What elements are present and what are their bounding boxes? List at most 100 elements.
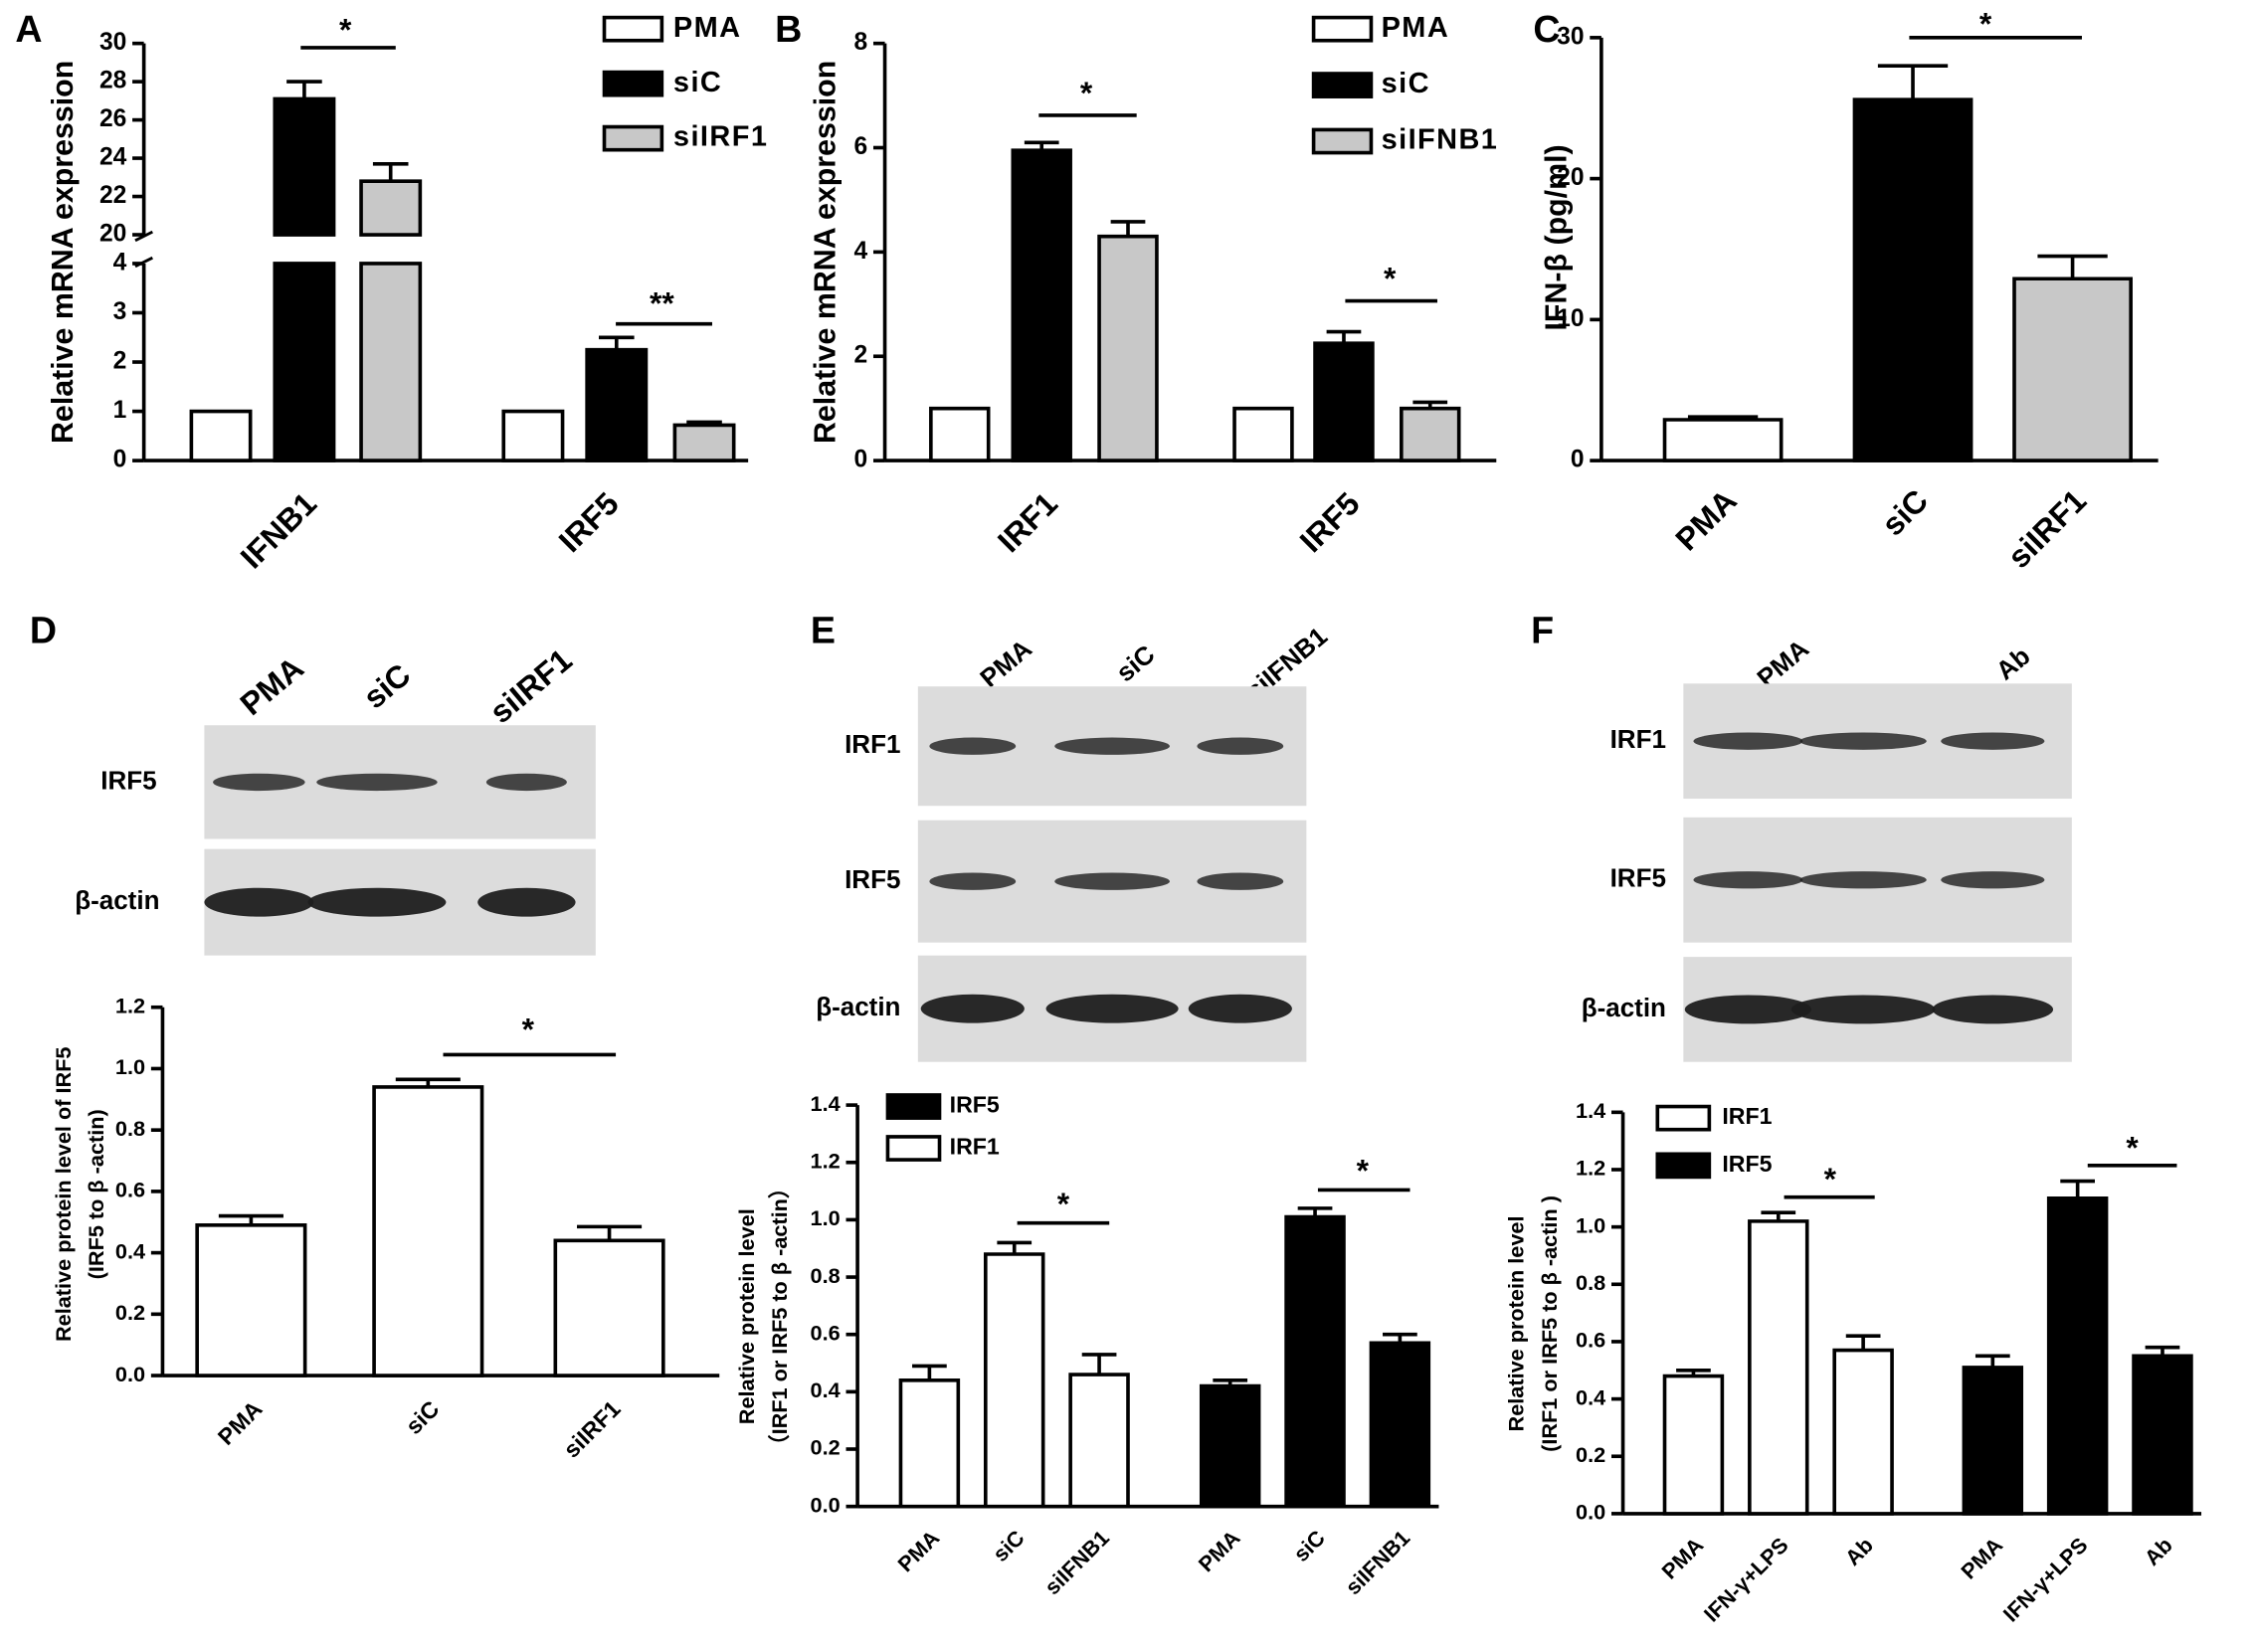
legend-swatch <box>1311 15 1374 43</box>
y-tick-label: 0.6 <box>115 1178 145 1202</box>
x-tick-label: siIRF1 <box>558 1395 626 1463</box>
bar <box>2046 1196 2109 1516</box>
panel-label: A <box>15 8 42 50</box>
error-bar <box>2037 254 2108 279</box>
bar <box>501 409 565 462</box>
error-bar <box>395 1077 461 1087</box>
row-label: β-actin <box>816 992 900 1021</box>
x-tick-label: siC <box>988 1525 1030 1566</box>
y-tick-label: 10 <box>1557 305 1584 332</box>
x-tick-label: PMA <box>1956 1533 2007 1584</box>
bar <box>359 179 423 462</box>
error-bar <box>577 1224 643 1241</box>
y-tick-label: 1.2 <box>1576 1156 1605 1181</box>
bar <box>929 406 991 462</box>
significance-label: * <box>1384 261 1397 296</box>
y-tick-label: 1.0 <box>115 1054 145 1079</box>
legend-label: IRF1 <box>1722 1103 1772 1129</box>
blot-band <box>920 994 1025 1023</box>
legend-swatch <box>885 1093 942 1120</box>
y-axis-label: Relative protein level of IRF5 <box>51 1047 76 1342</box>
bar <box>553 1238 665 1377</box>
significance-label: * <box>339 11 352 47</box>
bar <box>1232 406 1294 462</box>
y-tick-label: 0.2 <box>115 1300 145 1325</box>
legend-label: siC <box>1382 68 1430 99</box>
x-tick-label: PMA <box>1668 482 1743 557</box>
error-bar <box>912 1364 947 1380</box>
x-tick-label: Ab <box>2140 1533 2177 1570</box>
blot-band <box>477 887 576 917</box>
y-tick-label: 0.8 <box>811 1263 841 1288</box>
blot-band <box>929 737 1017 755</box>
lane-label: Ab <box>1990 641 2036 685</box>
bar <box>1662 1374 1725 1516</box>
x-tick-label: IRF1 <box>991 485 1064 559</box>
x-tick-label: IRF5 <box>552 485 626 559</box>
bar <box>898 1378 961 1509</box>
y-tick-label: 1.0 <box>811 1205 841 1230</box>
blot-band <box>1790 995 1936 1024</box>
row-label: IRF5 <box>100 765 156 795</box>
y-tick-label: 1.0 <box>1576 1212 1605 1237</box>
error-bar <box>1024 140 1059 151</box>
y-tick-label: 4 <box>854 238 868 265</box>
error-bar <box>1213 1378 1248 1386</box>
legend-swatch <box>1655 1104 1712 1132</box>
y-tick-label: 0.8 <box>115 1116 145 1141</box>
y-tick-label: 2 <box>854 342 868 369</box>
legend-swatch <box>602 124 664 152</box>
error-bar <box>1877 64 1949 100</box>
significance-label: * <box>1080 75 1093 110</box>
lane-label: PMA <box>234 649 310 722</box>
bar <box>1284 1214 1346 1509</box>
error-bar <box>1412 400 1448 409</box>
bar <box>1832 1348 1894 1516</box>
error-bar <box>1687 415 1759 420</box>
blot-band <box>204 887 314 917</box>
y-tick-label: 0.4 <box>811 1377 841 1402</box>
legend-swatch <box>885 1135 942 1162</box>
y-tick-label: 0.2 <box>1576 1442 1605 1467</box>
y-axis-label: Relative protein level <box>1504 1215 1529 1431</box>
significance-label: * <box>1057 1186 1070 1221</box>
bar <box>1011 148 1072 462</box>
bar <box>672 423 736 462</box>
bar <box>195 1223 307 1377</box>
blot-band <box>213 773 305 792</box>
x-tick-label: siIRF1 <box>2000 482 2093 575</box>
y-tick-label: 8 <box>854 29 868 56</box>
legend-label: IRF5 <box>950 1092 1000 1118</box>
blot-band <box>1054 737 1170 755</box>
y-tick-label: 1.4 <box>811 1091 841 1116</box>
bar <box>1852 97 1974 462</box>
y-tick-label: 0.4 <box>115 1238 145 1263</box>
blot-band <box>1693 732 1803 750</box>
blot-band <box>1941 732 2045 750</box>
bar <box>585 347 649 462</box>
bar <box>1400 406 1461 462</box>
panel-label: E <box>811 610 836 651</box>
bar <box>1662 418 1784 462</box>
y-tick-label: 6 <box>854 133 868 160</box>
y-tick-label: 4 <box>113 249 127 275</box>
y-tick-label: 0.8 <box>1576 1270 1605 1295</box>
y-axis-label: IFN-β (pg/ml) <box>1540 144 1573 330</box>
bar <box>1748 1219 1809 1516</box>
significance-label: ** <box>650 284 674 320</box>
y-tick-label: 1.2 <box>811 1148 841 1173</box>
legend-label: siIFNB1 <box>1382 124 1499 156</box>
x-tick-label: siC <box>1288 1525 1330 1566</box>
legend-label: siIRF1 <box>673 121 768 153</box>
legend-swatch <box>1311 72 1374 98</box>
bar <box>273 96 336 462</box>
blot-band <box>1799 732 1927 750</box>
error-bar <box>997 1240 1033 1254</box>
significance-label: * <box>1824 1161 1837 1196</box>
blot-band <box>1188 994 1292 1023</box>
blot-band <box>1799 871 1927 889</box>
panel-label: D <box>30 610 57 651</box>
x-tick-label: siIFNB1 <box>1340 1526 1414 1600</box>
